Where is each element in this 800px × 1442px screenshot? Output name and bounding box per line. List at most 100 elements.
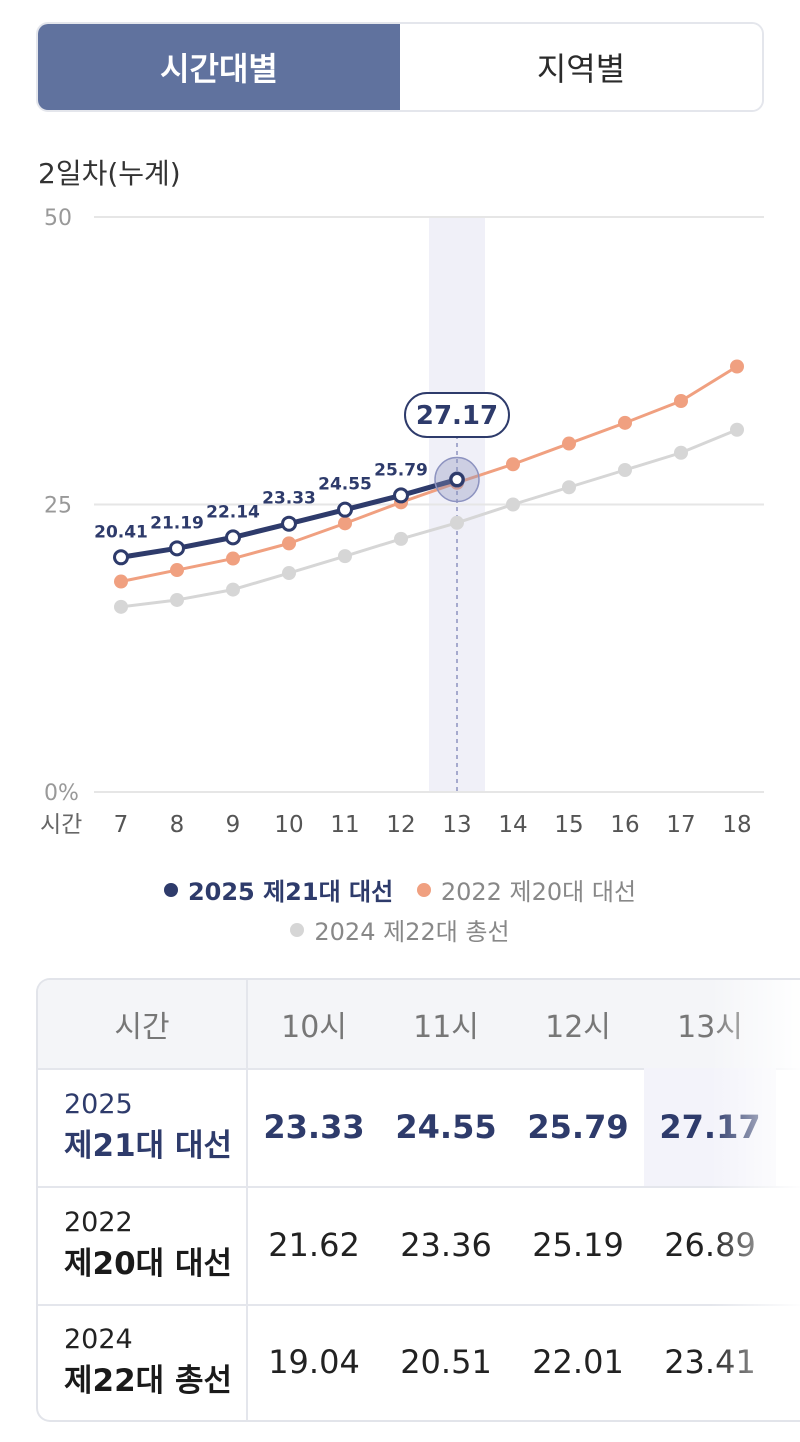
data-point-1 [674, 394, 688, 408]
tab-by-time[interactable]: 시간대별 [38, 24, 400, 110]
table-cell: 21.62 [268, 1226, 360, 1264]
row-year: 2025 [64, 1089, 133, 1120]
table-header-row: 시간 10시 11시 12시 13시 [38, 980, 800, 1070]
data-point-1 [338, 516, 352, 531]
y-tick-label: 0% [44, 781, 79, 806]
data-point-2 [674, 445, 688, 460]
table-cell: 23.41 [664, 1343, 756, 1381]
x-tick-label: 10 [274, 812, 303, 838]
table-header-cell: 11시 [413, 1010, 479, 1045]
data-point-1 [114, 574, 128, 589]
x-tick-label: 15 [554, 812, 583, 838]
view-tabs: 시간대별 지역별 [36, 22, 764, 112]
data-point-2 [506, 497, 520, 512]
data-point-2 [338, 549, 352, 564]
table-cell: 23.36 [400, 1226, 492, 1264]
table-cell: 26.89 [664, 1226, 756, 1264]
tab-by-region[interactable]: 지역별 [400, 24, 762, 110]
x-tick-label: 7 [114, 812, 129, 838]
x-axis-label: 시간 [40, 812, 82, 838]
x-tick-label: 13 [442, 812, 471, 838]
data-label: 23.33 [262, 489, 316, 509]
x-tick-label: 8 [170, 812, 185, 838]
data-label: 24.55 [318, 475, 372, 495]
data-point-1 [618, 415, 632, 430]
table-header-label: 시간 [38, 980, 248, 1068]
table-cell: 20.51 [400, 1343, 492, 1381]
data-label: 21.19 [150, 513, 204, 533]
x-tick-label: 17 [666, 812, 695, 838]
tooltip-bubble [404, 392, 510, 438]
data-label: 22.14 [206, 502, 260, 522]
table-row-label: 2022 제20대 대선 [38, 1186, 248, 1304]
data-point-2 [226, 582, 240, 597]
row-name: 제20대 대선 [64, 1246, 233, 1282]
table-cell: 24.55 [395, 1108, 497, 1146]
series-line-1 [120, 365, 738, 584]
legend-dot-2025 [163, 882, 178, 897]
legend-item-2024[interactable]: 2024 제22대 총선 [290, 912, 510, 947]
data-point-1 [730, 359, 744, 374]
legend-label-2024: 2024 제22대 총선 [314, 918, 510, 946]
legend-row-2: 2024 제22대 총선 [0, 912, 800, 947]
chart-section-label: 2일차(누계) [38, 157, 181, 190]
data-point-1 [226, 551, 240, 566]
legend-item-2022[interactable]: 2022 제20대 대선 [416, 872, 637, 907]
data-point-0 [169, 540, 185, 557]
table-row-2022: 2022 제20대 대선 21.62 23.36 25.19 26.89 [38, 1186, 800, 1306]
data-point-0 [225, 529, 241, 546]
data-point-1 [170, 563, 184, 578]
tooltip-value: 27.17 [416, 401, 498, 431]
x-tick-label: 12 [386, 812, 415, 838]
x-tick-label: 16 [610, 812, 639, 838]
table-cell: 22.01 [532, 1343, 624, 1381]
table-row-2025: 2025 제21대 대선 23.33 24.55 25.79 27.17 [38, 1068, 800, 1188]
data-point-0 [281, 515, 297, 532]
x-tick-label: 14 [498, 812, 527, 838]
row-name: 제21대 대선 [64, 1128, 233, 1164]
data-point-1 [282, 536, 296, 551]
data-point-2 [562, 480, 576, 495]
table-cell: 23.33 [263, 1108, 365, 1146]
table-cell: 25.79 [527, 1108, 629, 1146]
table-row-label: 2025 제21대 대선 [38, 1068, 248, 1186]
table-header-cell: 10시 [281, 1010, 347, 1045]
row-year: 2024 [64, 1324, 133, 1355]
data-point-2 [170, 592, 184, 607]
table-cell: 19.04 [268, 1343, 360, 1381]
row-name: 제22대 총선 [64, 1363, 233, 1399]
x-tick-label: 18 [722, 812, 751, 838]
data-point-2 [618, 463, 632, 477]
data-point-2 [394, 531, 408, 546]
data-point-2 [282, 566, 296, 581]
legend-label-2022: 2022 제20대 대선 [440, 878, 637, 906]
data-label: 20.41 [94, 522, 148, 542]
legend-label-2025: 2025 제21대 대선 [187, 878, 394, 906]
y-tick-label: 50 [44, 206, 72, 231]
legend-item-2025[interactable]: 2025 제21대 대선 [163, 872, 394, 907]
data-point-1 [506, 457, 520, 472]
data-point-2 [114, 599, 128, 614]
data-point-2 [450, 515, 464, 530]
table-header-cell: 12시 [545, 1010, 611, 1045]
highlight-point [449, 472, 465, 488]
row-year: 2022 [64, 1207, 133, 1238]
table-row-2024: 2024 제22대 총선 19.04 20.51 22.01 23.41 [38, 1304, 800, 1420]
x-tick-label: 11 [330, 812, 359, 838]
table-cell: 27.17 [644, 1068, 776, 1186]
legend-dot-2024 [290, 922, 305, 937]
data-label: 25.79 [374, 460, 428, 480]
data-point-0 [337, 501, 353, 518]
table-cell: 25.19 [532, 1226, 624, 1264]
series-line-2 [120, 428, 738, 609]
table-header-cell: 13시 [677, 1010, 743, 1045]
data-point-0 [113, 549, 129, 566]
x-tick-label: 9 [226, 812, 241, 838]
table-row-label: 2024 제22대 총선 [38, 1304, 248, 1420]
legend-dot-2022 [416, 882, 431, 897]
turnout-table: 시간 10시 11시 12시 13시 2025 제21대 대선 23.33 24… [36, 978, 800, 1422]
y-tick-label: 25 [44, 494, 72, 519]
data-point-1 [562, 436, 576, 451]
legend-row-1: 2025 제21대 대선 2022 제20대 대선 [0, 872, 800, 907]
